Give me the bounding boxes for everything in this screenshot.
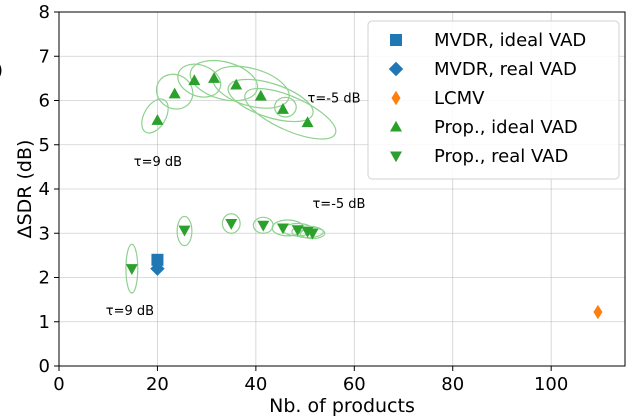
x-axis: 0 20 40 60 80 100 [53, 366, 568, 395]
x-tick-label: 100 [534, 374, 568, 395]
x-tick-label: 20 [146, 374, 169, 395]
legend-entry-label: LCMV [434, 88, 485, 109]
cropped-edge-mark: ) [0, 60, 3, 81]
confidence-ellipse [244, 87, 337, 140]
confidence-ellipse [155, 73, 194, 110]
y-tick-label: 7 [39, 46, 50, 67]
y-tick-label: 6 [39, 91, 50, 112]
legend-box [367, 20, 620, 180]
confidence-ellipse [221, 213, 241, 234]
y-axis-label: ΔSDR (dB) [14, 140, 36, 239]
annotation-tau: τ=-5 dB [312, 197, 365, 212]
point-prop-real-vad [225, 219, 238, 230]
legend-marker [390, 34, 402, 46]
legend-marker [390, 120, 402, 132]
x-tick-label: 40 [244, 374, 267, 395]
point-prop-ideal-vad [276, 103, 289, 114]
annotation-tau: τ=9 dB [134, 155, 182, 170]
y-tick-label: 8 [39, 2, 50, 23]
point-prop-real-vad [276, 223, 289, 235]
point-prop-ideal-vad [168, 87, 181, 99]
point-mvdr-real-vad [150, 261, 165, 276]
legend: MVDR, ideal VAD MVDR, real VAD LCMV Prop., … [367, 20, 620, 180]
y-tick-label: 5 [39, 135, 50, 156]
point-prop-real-vad [257, 220, 270, 232]
annotation-tau: τ=9 dB [106, 304, 154, 319]
legend-marker [390, 151, 402, 163]
y-tick-label: 1 [39, 312, 50, 333]
legend-entry-label: MVDR, real VAD [434, 59, 577, 80]
legend-entry-label: MVDR, ideal VAD [434, 30, 586, 51]
legend-marker [391, 90, 401, 106]
ellipse-layer [125, 59, 337, 294]
point-prop-ideal-vad [188, 74, 201, 86]
x-tick-label: 60 [343, 374, 366, 395]
point-prop-real-vad [125, 264, 138, 275]
point-prop-ideal-vad [151, 114, 164, 125]
marker-layer [125, 72, 603, 320]
legend-marker [388, 61, 404, 77]
point-lcmv [593, 304, 603, 320]
y-tick-label: 4 [39, 179, 50, 200]
point-prop-ideal-vad [254, 89, 267, 101]
point-mvdr-ideal-vad [151, 253, 164, 266]
confidence-ellipse [176, 215, 193, 247]
point-prop-ideal-vad [230, 78, 243, 90]
confidence-ellipse [141, 98, 169, 134]
legend-entry-label: Prop., real VAD [434, 146, 568, 167]
x-axis-label: Nb. of products [269, 395, 415, 417]
y-tick-label: 0 [39, 356, 50, 377]
point-prop-real-vad [178, 225, 191, 237]
annotation-tau: τ=-5 dB [308, 92, 361, 107]
confidence-ellipse [177, 63, 222, 98]
y-tick-label: 3 [39, 223, 50, 244]
x-tick-label: 0 [53, 374, 64, 395]
point-prop-ideal-vad [301, 116, 314, 128]
confidence-ellipse [189, 59, 259, 102]
y-axis: 0 1 2 3 4 5 6 7 8 [39, 2, 59, 377]
annotation-layer: τ=-5 dB τ=9 dB τ=-5 dB τ=9 dB [106, 92, 366, 319]
point-prop-real-vad [306, 228, 319, 240]
legend-entry-label: Prop., ideal VAD [434, 117, 578, 138]
x-tick-label: 80 [441, 374, 464, 395]
confidence-ellipse [227, 78, 314, 123]
y-tick-label: 2 [39, 268, 50, 289]
point-prop-ideal-vad [208, 72, 221, 83]
point-prop-real-vad [291, 225, 304, 237]
confidence-ellipse [273, 96, 297, 118]
confidence-ellipse [125, 243, 139, 294]
